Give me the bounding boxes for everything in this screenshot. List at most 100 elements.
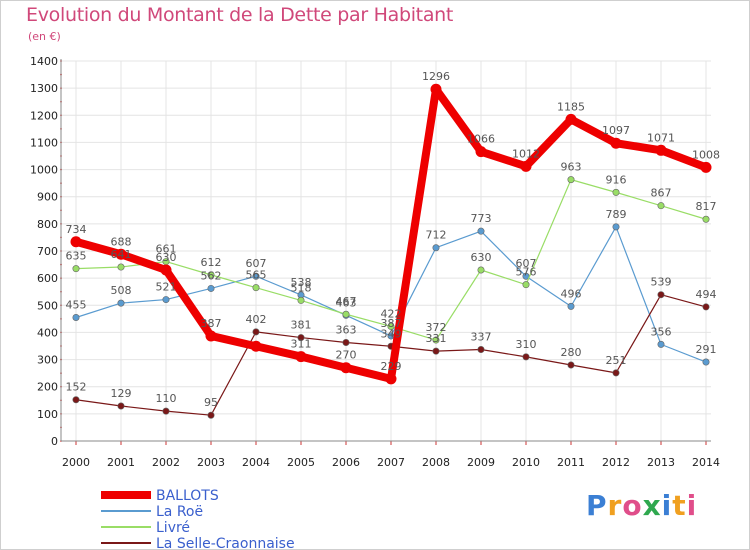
data-point-la-selle-craonnaise [522,353,530,361]
data-point-livr- [207,271,215,279]
data-point-ballots [340,362,352,374]
data-point-livr- [477,266,485,274]
y-tick-label: 600 [37,272,58,285]
data-label-ballots: 630 [156,251,177,264]
data-point-la-selle-craonnaise [612,369,620,377]
data-point-livr- [702,215,710,223]
data-point-livr- [522,281,530,289]
data-point-la-ro- [657,340,665,348]
y-tick-label: 1300 [30,82,58,95]
data-point-ballots [160,264,172,276]
data-point-la-selle-craonnaise [702,303,710,311]
x-tick-label: 2005 [287,456,315,469]
data-point-la-ro- [207,284,215,292]
data-point-ballots [205,330,217,342]
data-label-la-selle-craonnaise: 110 [156,392,177,405]
data-point-la-ro- [252,272,260,280]
data-label-livr-: 641 [111,248,132,261]
data-label-la-selle-craonnaise: 402 [246,313,267,326]
y-tick-label: 700 [37,245,58,258]
logo-letter: P [586,489,608,522]
data-label-la-selle-craonnaise: 310 [516,338,537,351]
data-label-la-ro-: 521 [156,281,177,294]
data-point-ballots [655,144,667,156]
data-point-ballots [520,160,532,172]
chart-unit: (en €) [28,30,61,43]
data-point-la-ro- [162,296,170,304]
x-tick-label: 2011 [557,456,585,469]
data-point-la-selle-craonnaise [567,361,575,369]
proxiti-logo: Proxiti [586,489,697,522]
y-tick-label: 100 [37,408,58,421]
y-tick-label: 1000 [30,164,58,177]
data-label-livr-: 372 [426,321,447,334]
legend-label-la-ro-: La Roë [156,504,203,520]
data-label-la-ro-: 356 [651,325,672,338]
logo-letter: o [622,489,643,522]
chart-title: Evolution du Montant de la Dette par Hab… [26,4,454,26]
data-label-la-selle-craonnaise: 381 [291,319,312,332]
data-point-livr- [342,310,350,318]
data-label-la-selle-craonnaise: 494 [696,288,717,301]
data-label-la-ro-: 712 [426,229,447,242]
legend-label-livr-: Livré [156,520,190,536]
data-label-livr-: 630 [471,251,492,264]
data-labels: 734 688 630 387 311 270 229 1296 1066 1012 1185 109… [66,70,721,409]
data-point-ballots [70,236,82,248]
y-tick-label: 1200 [30,109,58,122]
x-tick-label: 2014 [692,456,720,469]
y-tick-label: 400 [37,326,58,339]
data-point-la-ro- [432,244,440,252]
data-point-livr- [117,263,125,271]
y-tick-label: 1400 [30,55,58,68]
data-label-la-selle-craonnaise: 129 [111,387,132,400]
x-tick-label: 2012 [602,456,630,469]
data-label-ballots: 1012 [512,147,540,160]
data-point-la-selle-craonnaise [162,407,170,415]
data-label-livr-: 612 [201,256,222,269]
data-point-ballots [295,351,307,363]
data-label-la-selle-craonnaise: 251 [606,354,627,367]
logo-letter: r [607,489,623,522]
data-label-livr-: 467 [336,295,357,308]
data-label-la-selle-craonnaise: 337 [471,331,492,344]
data-label-ballots: 688 [111,235,132,248]
data-label-ballots: 1008 [692,148,720,161]
data-label-la-ro-: 455 [66,299,87,312]
data-point-ballots [115,248,127,260]
data-label-la-selle-craonnaise: 539 [651,276,672,289]
data-label-livr-: 518 [291,281,312,294]
data-label-la-ro-: 387 [381,317,402,330]
x-tick-label: 2007 [377,456,405,469]
x-tick-label: 2004 [242,456,270,469]
data-label-ballots: 311 [291,338,312,351]
data-point-livr- [567,176,575,184]
x-tick-label: 2001 [107,456,135,469]
data-label-livr-: 867 [651,187,672,200]
data-point-la-selle-craonnaise [432,347,440,355]
data-point-ballots [610,137,622,149]
data-label-la-selle-craonnaise: 363 [336,323,357,336]
data-point-ballots [700,161,712,173]
y-tick-label: 800 [37,218,58,231]
data-point-ballots [430,83,442,95]
data-point-la-ro- [702,358,710,366]
data-point-livr- [72,265,80,273]
data-point-la-ro- [567,302,575,310]
data-point-la-selle-craonnaise [117,402,125,410]
logo-letter: t [672,489,687,522]
data-label-la-selle-craonnaise: 280 [561,346,582,359]
x-tick-label: 2013 [647,456,675,469]
legend-label-ballots: BALLOTS [156,488,219,504]
data-label-la-selle-craonnaise: 95 [204,396,218,409]
data-label-livr-: 565 [246,269,267,282]
y-tick-label: 200 [37,381,58,394]
data-point-la-selle-craonnaise [207,411,215,419]
data-point-ballots [250,340,262,352]
legend-label-la-selle-craonnaise: La Selle-Craonnaise [156,536,295,549]
data-point-ballots [565,113,577,125]
data-label-la-ro-: 291 [696,343,717,356]
y-tick-label: 1100 [30,136,58,149]
data-label-la-ro-: 562 [201,269,222,282]
x-tick-label: 2006 [332,456,360,469]
